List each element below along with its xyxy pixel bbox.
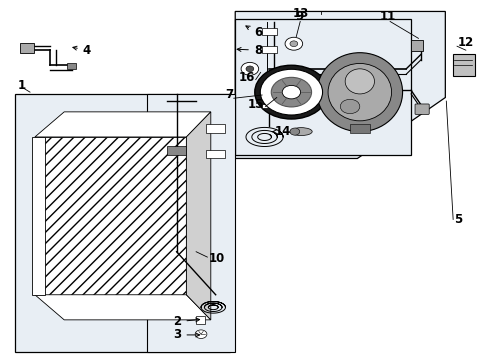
Bar bbox=[262, 46, 277, 53]
Ellipse shape bbox=[328, 63, 392, 121]
Text: 1: 1 bbox=[18, 78, 26, 91]
Bar bbox=[196, 316, 205, 324]
Text: 2: 2 bbox=[173, 315, 199, 328]
Circle shape bbox=[246, 66, 254, 72]
Polygon shape bbox=[35, 295, 211, 320]
Polygon shape bbox=[32, 137, 45, 295]
Bar bbox=[262, 92, 277, 98]
Bar bbox=[206, 125, 225, 134]
Circle shape bbox=[285, 37, 303, 50]
Circle shape bbox=[241, 62, 259, 75]
Circle shape bbox=[255, 65, 328, 119]
Bar bbox=[35, 137, 186, 295]
Ellipse shape bbox=[345, 69, 374, 94]
Ellipse shape bbox=[340, 99, 360, 114]
Text: 4: 4 bbox=[73, 44, 91, 57]
Bar bbox=[206, 149, 225, 158]
Bar bbox=[262, 104, 271, 108]
Circle shape bbox=[290, 41, 298, 46]
Text: 7: 7 bbox=[225, 87, 233, 100]
Text: 10: 10 bbox=[208, 252, 224, 265]
Ellipse shape bbox=[317, 53, 403, 132]
Circle shape bbox=[271, 77, 312, 107]
Bar bbox=[350, 125, 369, 134]
Circle shape bbox=[260, 69, 322, 115]
Polygon shape bbox=[235, 12, 445, 158]
Text: 13: 13 bbox=[293, 7, 309, 20]
Polygon shape bbox=[186, 112, 211, 320]
Bar bbox=[262, 28, 277, 35]
Bar bbox=[147, 94, 235, 352]
Bar bbox=[453, 54, 475, 76]
Bar bbox=[67, 63, 76, 69]
Bar bbox=[235, 19, 411, 155]
Text: 3: 3 bbox=[173, 328, 199, 341]
Text: 11: 11 bbox=[379, 10, 395, 23]
Text: 8: 8 bbox=[237, 44, 262, 57]
Ellipse shape bbox=[290, 128, 312, 135]
Text: 6: 6 bbox=[246, 26, 262, 40]
Circle shape bbox=[290, 128, 300, 135]
Bar bbox=[15, 94, 230, 352]
Text: 5: 5 bbox=[454, 213, 463, 226]
FancyBboxPatch shape bbox=[415, 104, 429, 114]
Circle shape bbox=[282, 85, 300, 99]
Text: 16: 16 bbox=[239, 71, 255, 84]
Bar bbox=[411, 40, 423, 51]
Bar bbox=[20, 42, 34, 53]
Text: 15: 15 bbox=[248, 98, 265, 111]
Text: 12: 12 bbox=[458, 36, 474, 49]
Polygon shape bbox=[35, 112, 211, 137]
Bar bbox=[167, 146, 186, 155]
Text: 14: 14 bbox=[272, 125, 292, 138]
Circle shape bbox=[195, 330, 207, 338]
Text: 9: 9 bbox=[295, 10, 304, 23]
